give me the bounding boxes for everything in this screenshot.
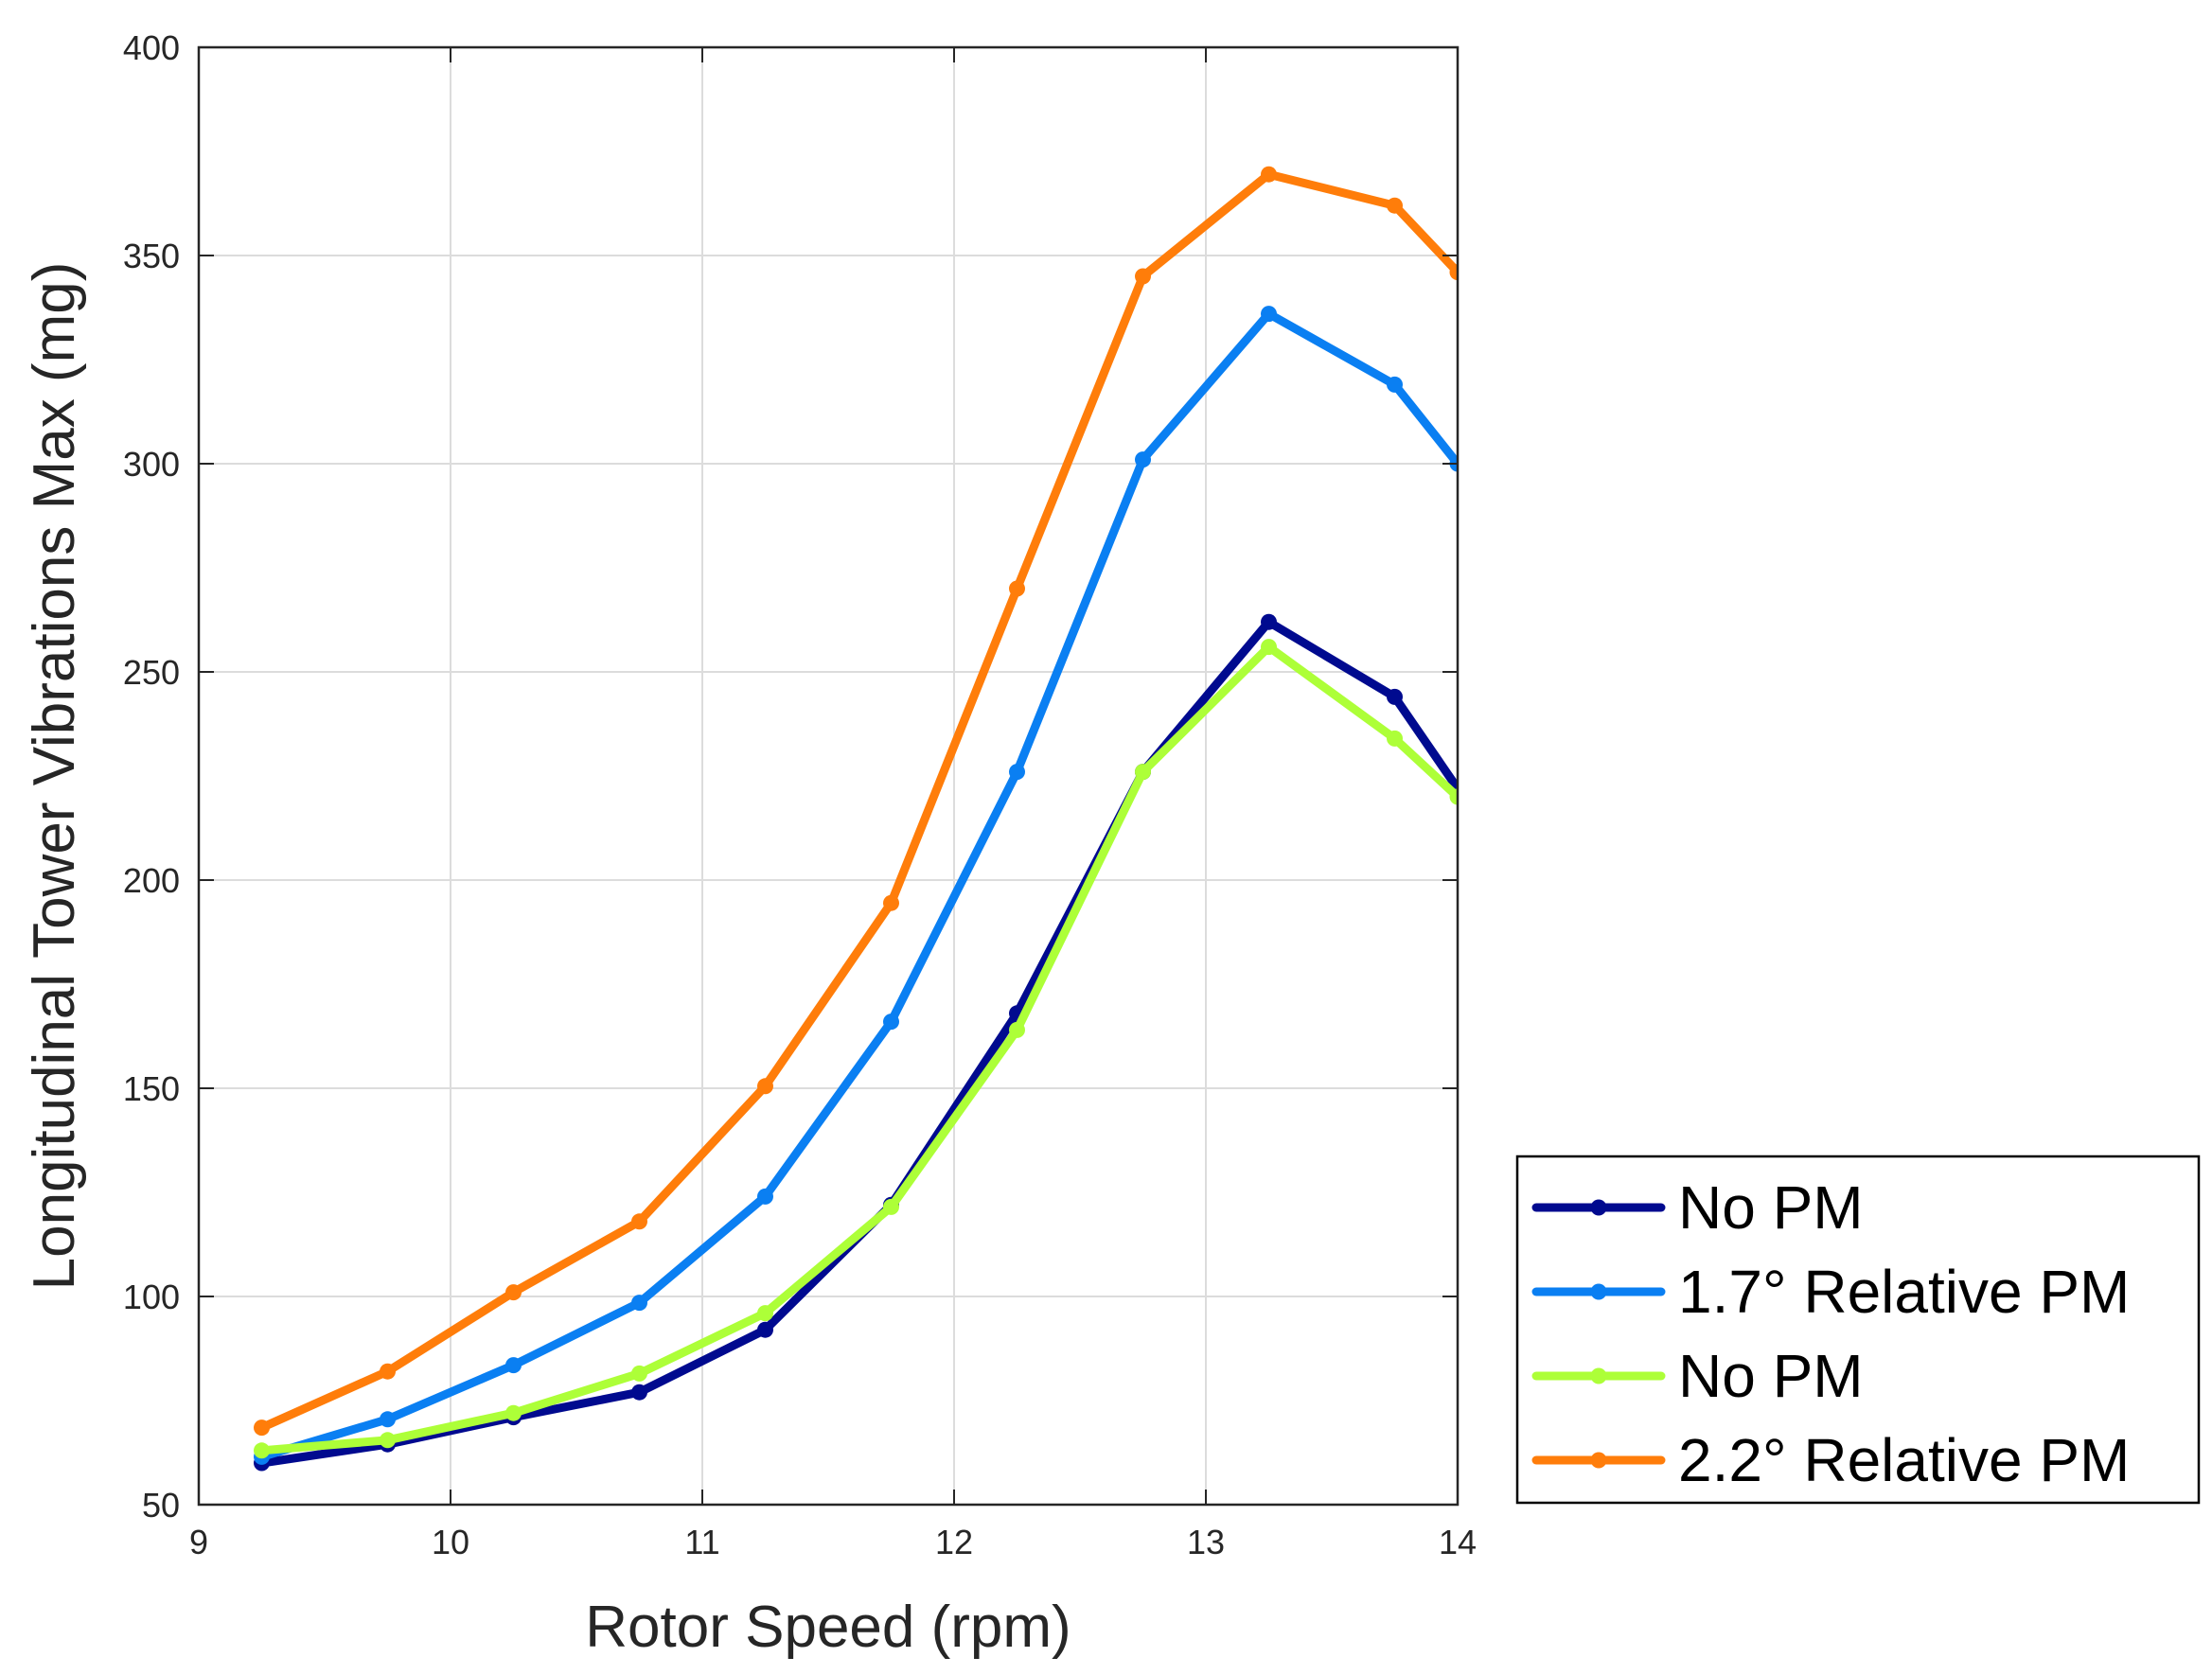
y-tick-label: 400 bbox=[123, 28, 180, 67]
x-tick-label: 11 bbox=[684, 1523, 719, 1561]
data-point bbox=[883, 1014, 899, 1031]
legend-entry: No PM bbox=[1531, 1173, 1864, 1242]
legend-box bbox=[1515, 1155, 2201, 1505]
data-point bbox=[254, 1442, 270, 1459]
data-point bbox=[505, 1357, 522, 1374]
series-3 bbox=[254, 166, 1458, 1437]
data-point bbox=[1261, 639, 1277, 656]
data-point bbox=[1387, 730, 1403, 747]
data-point bbox=[1009, 764, 1025, 781]
y-tick-label: 350 bbox=[123, 237, 180, 275]
axes: 9 10 11 12 13 14 50 100 150 200 250 300 350 400 bbox=[123, 28, 1477, 1561]
y-tick-label: 250 bbox=[123, 653, 180, 692]
data-point bbox=[631, 1295, 647, 1312]
data-point bbox=[883, 894, 899, 911]
data-point bbox=[1261, 166, 1277, 183]
x-tick-label: 14 bbox=[1439, 1523, 1477, 1561]
y-tick-label: 50 bbox=[142, 1486, 180, 1525]
plot-frame bbox=[197, 45, 1460, 1507]
data-point bbox=[631, 1213, 647, 1230]
legend-swatch-marker bbox=[1590, 1199, 1607, 1216]
series-2 bbox=[254, 639, 1458, 1459]
legend-label: 1.7° Relative PM bbox=[1678, 1258, 2130, 1326]
legend-swatch-marker bbox=[1590, 1367, 1607, 1384]
plot-series bbox=[254, 166, 1458, 1472]
data-point bbox=[1261, 613, 1277, 630]
data-point bbox=[380, 1411, 396, 1428]
x-tick-label: 12 bbox=[935, 1523, 973, 1561]
y-tick-label: 200 bbox=[123, 861, 180, 900]
data-point bbox=[380, 1432, 396, 1449]
legend: No PM 1.7° Relative PM No PM 2.2° Relative … bbox=[1515, 1155, 2201, 1505]
y-axis-title: Longitudinal Tower Vibrations Max (mg) bbox=[22, 262, 87, 1291]
data-point bbox=[757, 1078, 773, 1095]
data-point bbox=[1135, 764, 1151, 781]
legend-entry: 2.2° Relative PM bbox=[1531, 1426, 2130, 1494]
data-point bbox=[505, 1284, 522, 1301]
legend-swatch-marker bbox=[1590, 1283, 1607, 1300]
data-point bbox=[631, 1365, 647, 1382]
y-tick-label: 100 bbox=[123, 1278, 180, 1316]
x-tick-label: 10 bbox=[432, 1523, 469, 1561]
data-point bbox=[380, 1363, 396, 1380]
y-tick-label: 300 bbox=[123, 445, 180, 484]
series-1 bbox=[254, 306, 1458, 1465]
data-point bbox=[757, 1305, 773, 1322]
data-point bbox=[1009, 580, 1025, 597]
legend-label: No PM bbox=[1678, 1342, 1864, 1410]
legend-entry: No PM bbox=[1531, 1342, 1864, 1410]
data-point bbox=[1387, 197, 1403, 214]
data-point bbox=[1449, 264, 1458, 281]
data-point bbox=[757, 1321, 773, 1338]
legend-label: No PM bbox=[1678, 1173, 1864, 1242]
legend-swatch-marker bbox=[1590, 1452, 1607, 1469]
data-point bbox=[1387, 376, 1403, 393]
x-tick-label: 13 bbox=[1187, 1523, 1225, 1561]
x-tick-label: 9 bbox=[189, 1523, 208, 1561]
data-point bbox=[505, 1404, 522, 1421]
data-point bbox=[1449, 788, 1458, 805]
legend-entry: 1.7° Relative PM bbox=[1531, 1258, 2130, 1326]
data-point bbox=[1009, 1021, 1025, 1038]
x-axis-title: Rotor Speed (rpm) bbox=[585, 1595, 1071, 1660]
data-point bbox=[1135, 268, 1151, 285]
data-point bbox=[631, 1384, 647, 1401]
data-point bbox=[1387, 688, 1403, 705]
legend-label: 2.2° Relative PM bbox=[1678, 1426, 2130, 1494]
grid-lines bbox=[199, 47, 1458, 1505]
y-tick-label: 150 bbox=[123, 1069, 180, 1108]
data-point bbox=[1135, 451, 1151, 468]
data-point bbox=[757, 1188, 773, 1205]
data-point bbox=[1261, 306, 1277, 323]
data-point bbox=[254, 1419, 270, 1437]
data-point bbox=[883, 1198, 899, 1215]
